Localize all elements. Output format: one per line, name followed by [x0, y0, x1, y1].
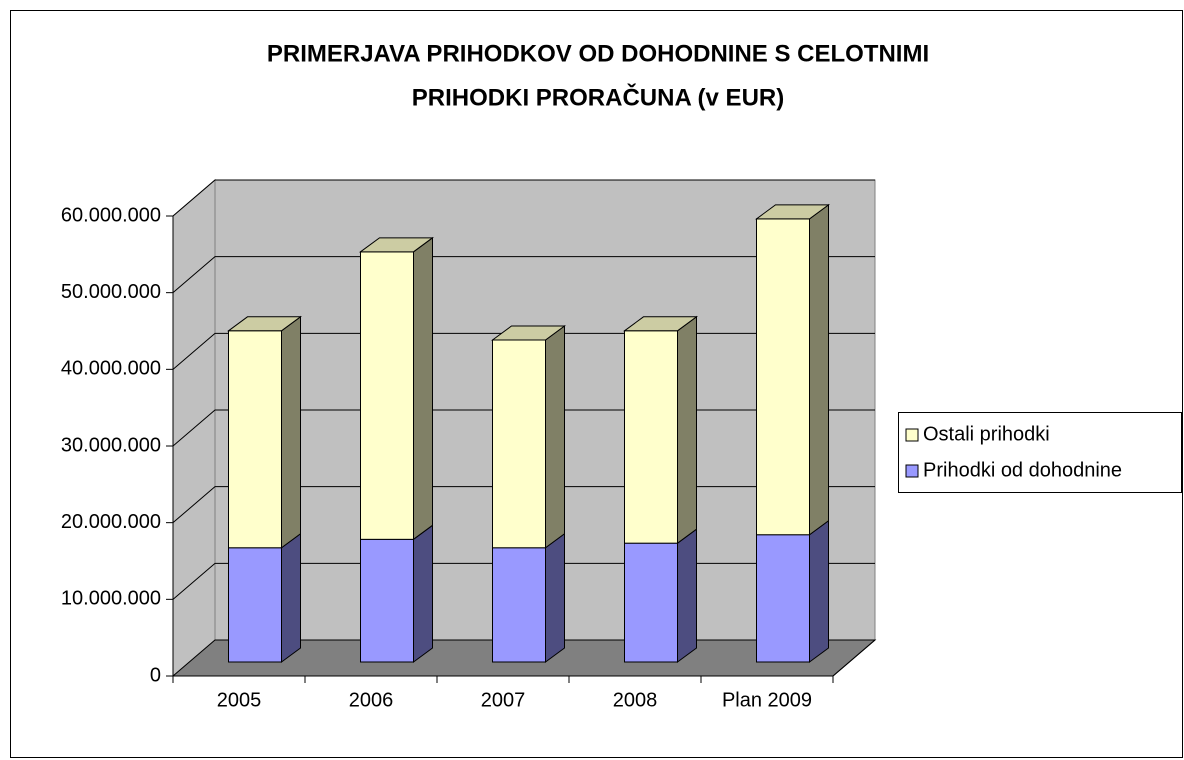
bar: [756, 218, 810, 536]
chart-title: PRIHODKI PRORAČUNA (v EUR): [412, 83, 784, 111]
bar-side: [281, 315, 301, 549]
bar-side: [677, 315, 697, 545]
x-tick-label: 2007: [481, 689, 526, 711]
bar-top: [622, 316, 699, 332]
x-tick-label: 2005: [217, 689, 262, 711]
bar-side: [413, 524, 433, 663]
bar-top: [754, 204, 831, 220]
legend-label: Ostali prihodki: [923, 423, 1050, 445]
bar-top: [490, 325, 567, 341]
bar: [228, 330, 282, 549]
bar: [360, 251, 414, 540]
bar: [756, 534, 810, 663]
bar: [492, 547, 546, 663]
x-tick-label: 2008: [613, 689, 658, 711]
legend-label: Prihodki od dohodnine: [923, 459, 1122, 481]
bar-side: [545, 325, 565, 549]
floor-edge: [832, 639, 876, 677]
y-tick-label: 60.000.000: [61, 204, 161, 226]
grid-line: [172, 256, 875, 294]
legend-box: [898, 412, 1182, 493]
y-tick-label: 10.000.000: [61, 588, 161, 610]
bar: [624, 542, 678, 663]
bar-top: [358, 237, 435, 253]
x-tick-label: Plan 2009: [722, 689, 812, 711]
bar-side: [677, 528, 697, 663]
bar-side: [413, 236, 433, 541]
grid-line: [172, 179, 875, 217]
bar-side: [809, 519, 829, 663]
y-tick-label: 30.000.000: [61, 434, 161, 456]
bar: [360, 538, 414, 663]
bar-side: [545, 532, 565, 663]
chart-title: PRIMERJAVA PRIHODKOV OD DOHODNINE S CELO…: [267, 40, 929, 67]
y-tick-label: 50.000.000: [61, 281, 161, 303]
legend-swatch: [905, 428, 919, 442]
y-tick-label: 0: [150, 664, 161, 686]
bar: [492, 339, 546, 549]
bar: [624, 330, 678, 544]
bar-top: [226, 316, 303, 332]
bar-side: [281, 532, 301, 663]
y-tick-label: 40.000.000: [61, 358, 161, 380]
x-tick-label: 2006: [349, 689, 394, 711]
legend-swatch: [905, 464, 919, 478]
bar-side: [809, 203, 829, 536]
bar: [228, 547, 282, 663]
y-tick-label: 20.000.000: [61, 511, 161, 533]
